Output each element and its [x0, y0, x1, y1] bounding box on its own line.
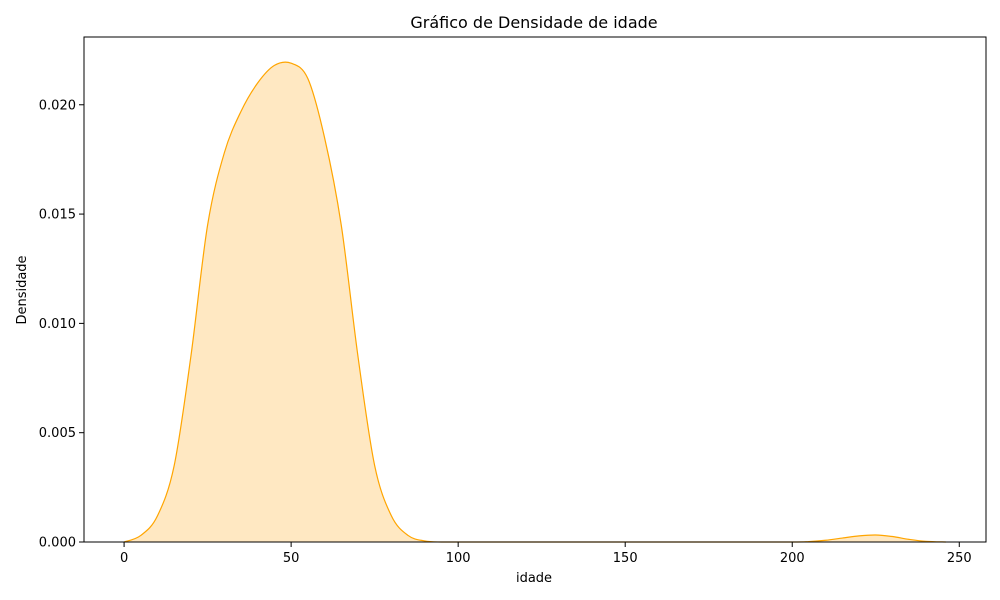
y-axis-label: Densidade — [15, 255, 30, 324]
plot-area — [123, 61, 946, 543]
x-tick-label: 50 — [283, 551, 300, 566]
density-line — [123, 61, 946, 543]
x-axis: 0 50 100 150 200 250 — [120, 542, 972, 566]
y-tick-label: 0.020 — [39, 98, 76, 113]
chart-title: Gráfico de Densidade de idade — [410, 13, 657, 32]
y-axis: 0.000 0.005 0.010 0.015 0.020 — [39, 98, 84, 551]
x-axis-label: idade — [516, 571, 552, 586]
x-tick-label: 0 — [120, 551, 128, 566]
x-tick-label: 250 — [947, 551, 972, 566]
y-tick-label: 0.010 — [39, 317, 76, 332]
x-tick-label: 200 — [780, 551, 805, 566]
y-tick-label: 0.005 — [39, 426, 76, 441]
x-tick-label: 100 — [446, 551, 471, 566]
density-area-fill — [124, 62, 946, 542]
y-tick-label: 0.015 — [39, 208, 76, 223]
y-tick-label: 0.000 — [39, 536, 76, 551]
axes-frame — [83, 36, 987, 543]
x-tick-label: 150 — [613, 551, 638, 566]
